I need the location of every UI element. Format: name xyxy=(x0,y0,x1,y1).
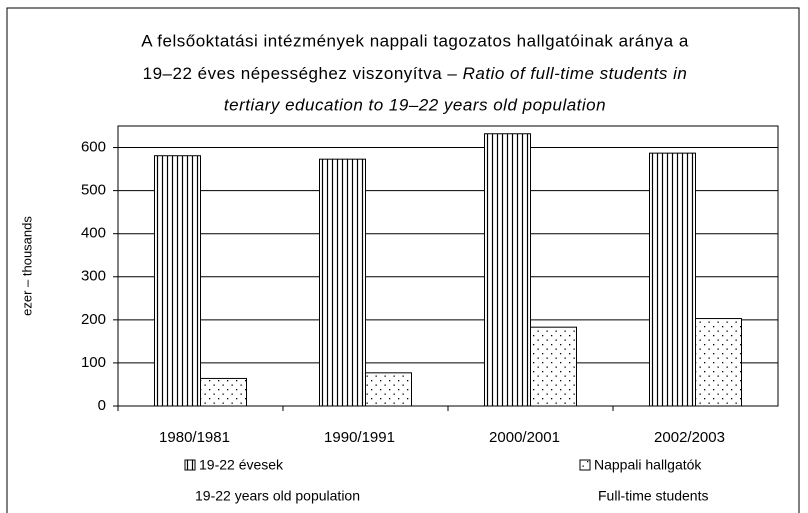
x-tick-label: 2000/2001 xyxy=(489,429,560,446)
legend-swatch xyxy=(184,459,196,471)
legend-label: 19-22 évesek xyxy=(199,457,284,473)
bar xyxy=(695,318,742,407)
y-tick-label: 200 xyxy=(81,311,106,328)
legend-label: Full-time students xyxy=(598,488,708,504)
bar xyxy=(484,133,531,407)
chart-border xyxy=(6,7,800,513)
bar xyxy=(365,372,412,407)
bar xyxy=(319,158,366,407)
chart-title: tertiary education to 19–22 years old po… xyxy=(224,95,606,114)
y-tick-label: 300 xyxy=(81,268,106,285)
legend-swatch xyxy=(579,459,591,471)
x-tick-label: 1980/1981 xyxy=(159,429,230,446)
bar xyxy=(649,152,696,407)
y-tick-label: 500 xyxy=(81,182,106,199)
y-tick-label: 600 xyxy=(81,139,106,156)
chart-title: 19–22 éves népességhez viszonyítva – Rat… xyxy=(143,64,688,83)
legend-label: Nappali hallgatók xyxy=(594,457,702,473)
chart-title: A felsőoktatási intézmények nappali tago… xyxy=(141,31,689,50)
y-tick-label: 0 xyxy=(98,397,106,414)
bar xyxy=(200,377,247,407)
chart-title: Ratio of full-time students in xyxy=(463,64,688,83)
x-tick-label: 2002/2003 xyxy=(654,429,725,446)
y-tick-label: 400 xyxy=(81,225,106,242)
bar xyxy=(530,326,577,407)
y-axis-label: ezer – thousands xyxy=(19,216,34,316)
chart-title: 19–22 éves népességhez viszonyítva – xyxy=(143,64,463,83)
legend-label: 19-22 years old population xyxy=(195,488,360,504)
y-tick-label: 100 xyxy=(81,354,106,371)
bar xyxy=(154,155,201,407)
x-tick-label: 1990/1991 xyxy=(324,429,395,446)
